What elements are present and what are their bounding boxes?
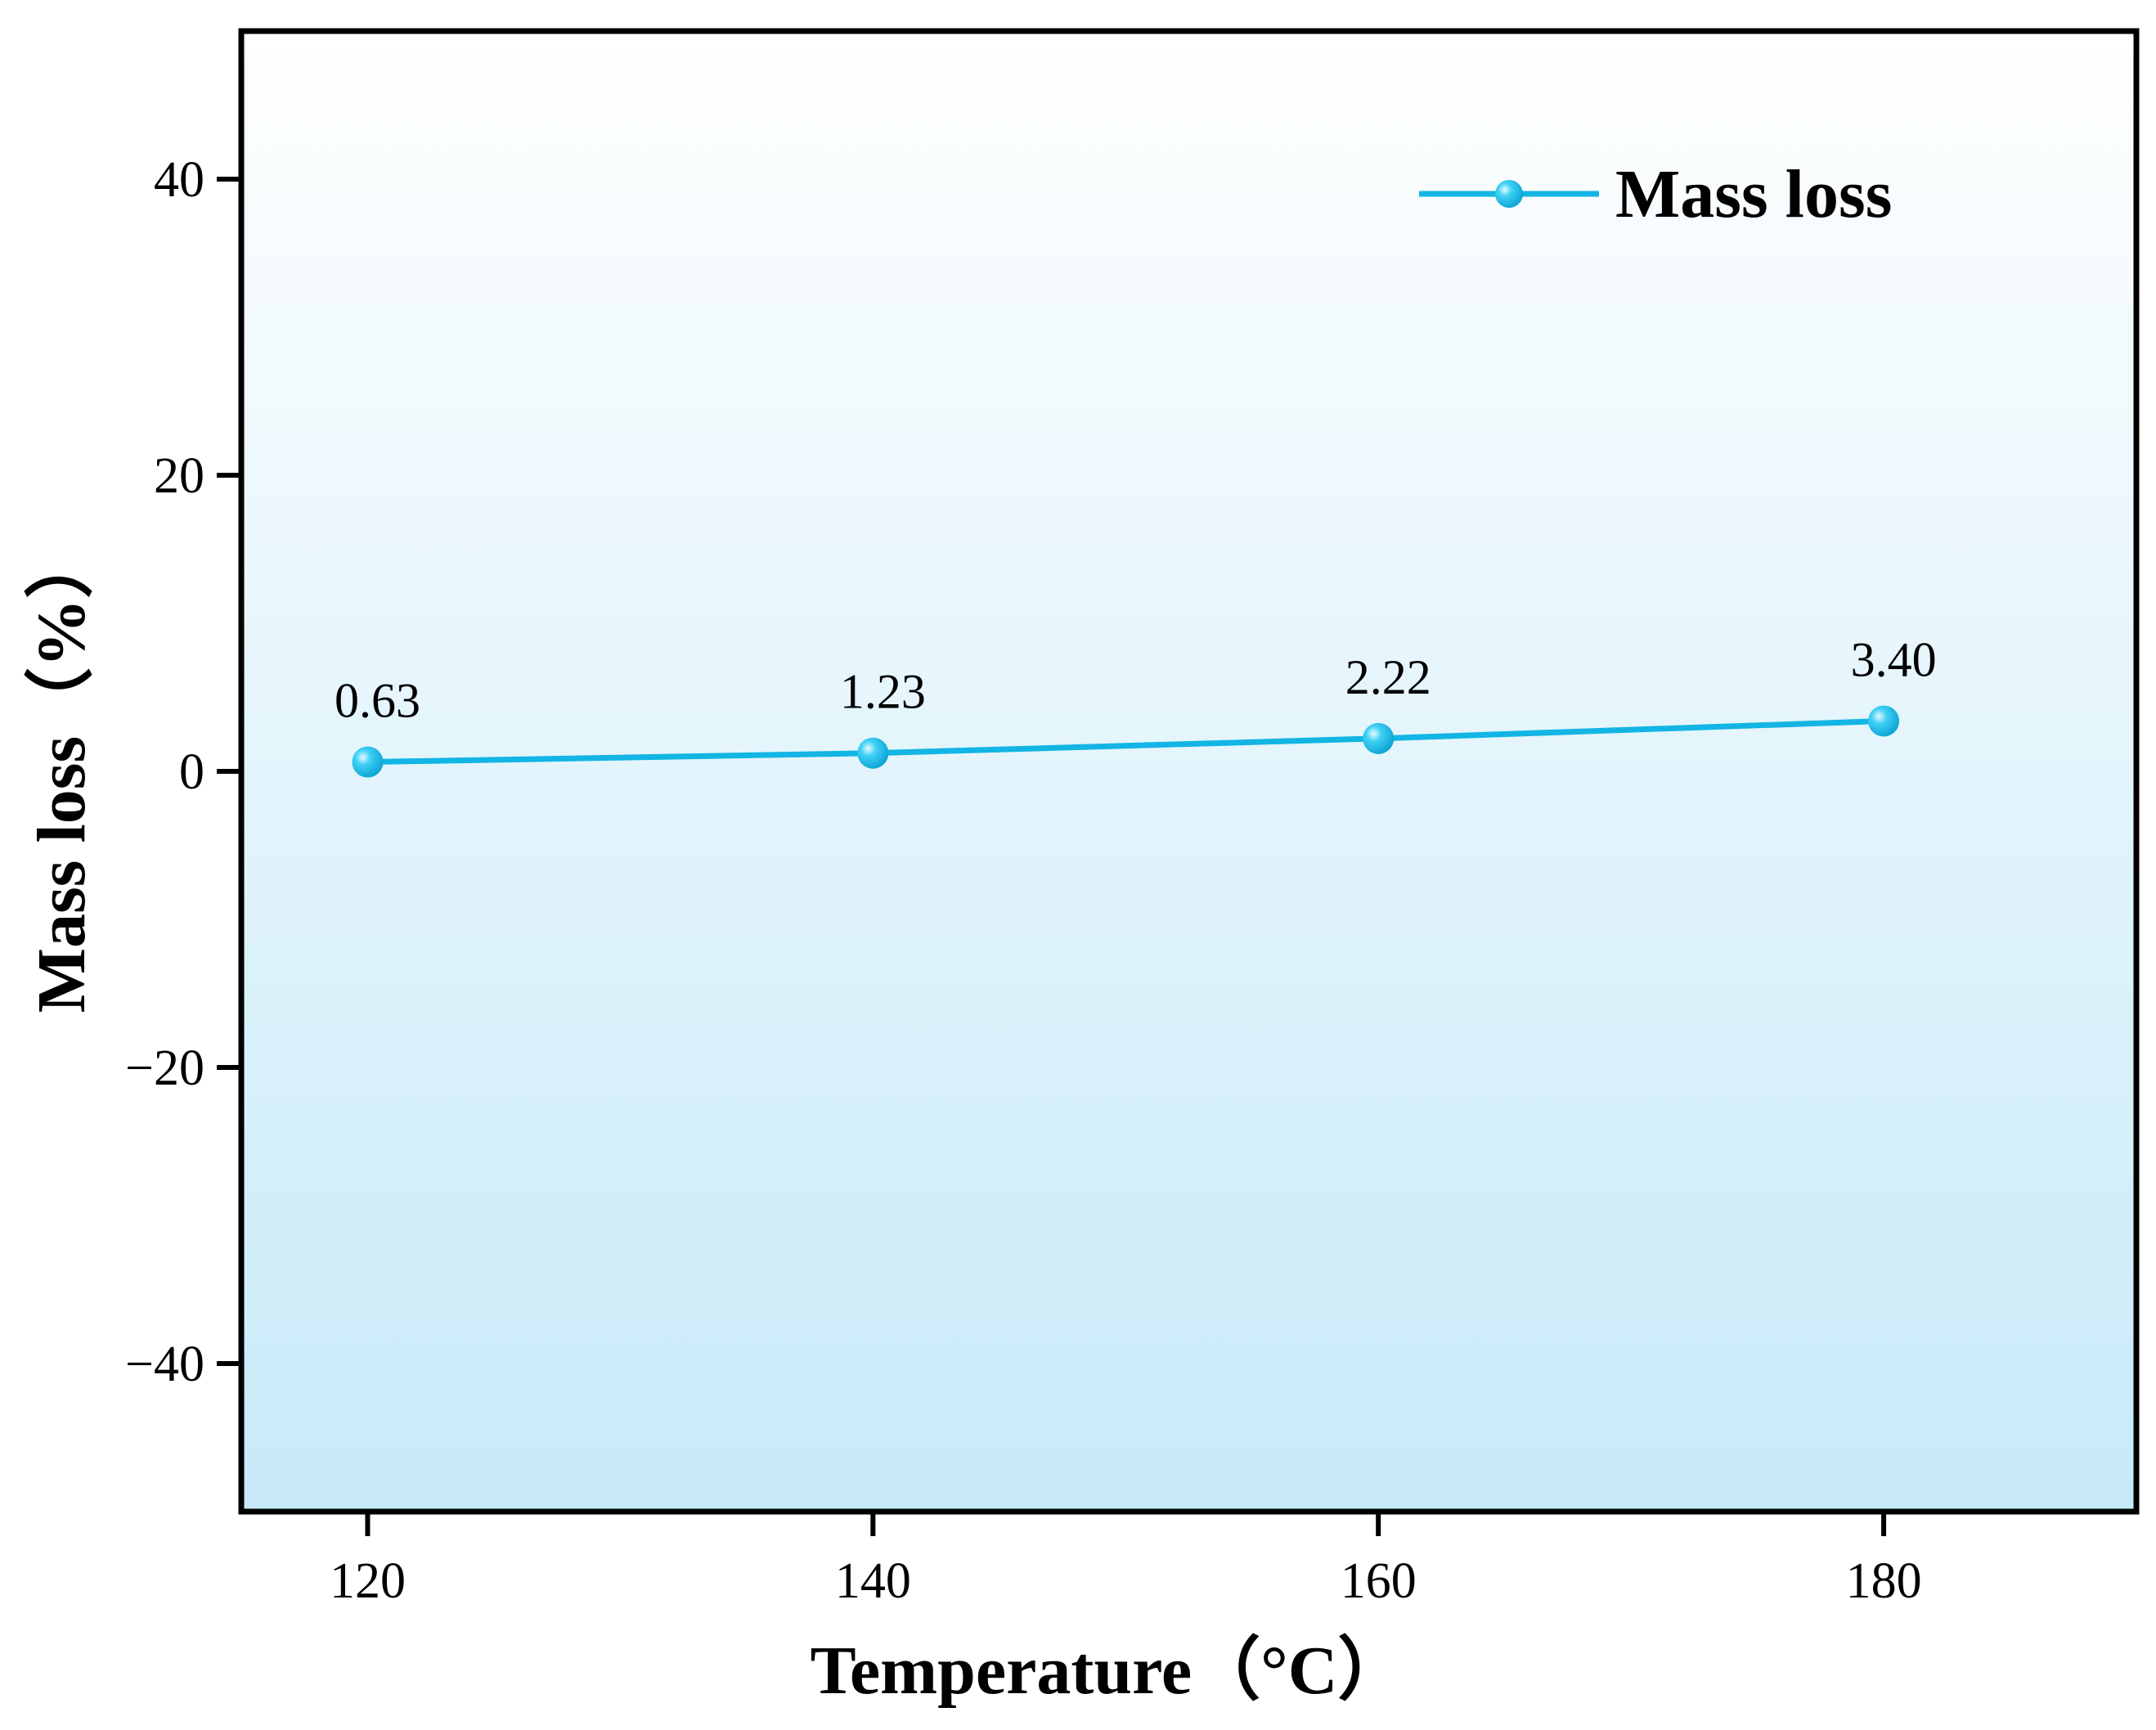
x-tick-label: 120	[330, 1553, 406, 1609]
data-labels: 0.63 1.23 2.22 3.40	[335, 632, 1937, 727]
data-point	[1363, 722, 1395, 754]
data-point	[352, 746, 384, 778]
x-axis: 120 140 160 180	[330, 1512, 1922, 1609]
series-layer	[352, 705, 1900, 778]
legend-label: Mass loss	[1615, 156, 1892, 232]
y-tick-label: 40	[154, 152, 204, 208]
series-line	[367, 717, 1884, 766]
x-axis-title: Temperature（°C）	[811, 1633, 1407, 1709]
x-tick-label: 160	[1341, 1553, 1417, 1609]
data-label: 3.40	[1851, 632, 1937, 686]
x-tick-label: 180	[1846, 1553, 1922, 1609]
y-tick-label: −40	[125, 1337, 204, 1392]
data-point	[857, 737, 889, 769]
y-axis-title: Mass loss（%）	[24, 530, 100, 1013]
y-tick-label: −20	[125, 1040, 204, 1096]
legend-marker	[1495, 180, 1523, 208]
data-label: 1.23	[840, 665, 926, 719]
data-label: 0.63	[335, 674, 420, 728]
y-tick-label: 20	[154, 448, 204, 504]
y-axis: −40 −20 0 20 40	[125, 152, 241, 1392]
plot-area	[241, 31, 2136, 1512]
y-tick-label: 0	[179, 744, 204, 800]
legend: Mass loss	[1419, 156, 1892, 232]
x-tick-label: 140	[835, 1553, 911, 1609]
data-label: 2.22	[1345, 650, 1431, 704]
data-point	[1868, 705, 1900, 737]
